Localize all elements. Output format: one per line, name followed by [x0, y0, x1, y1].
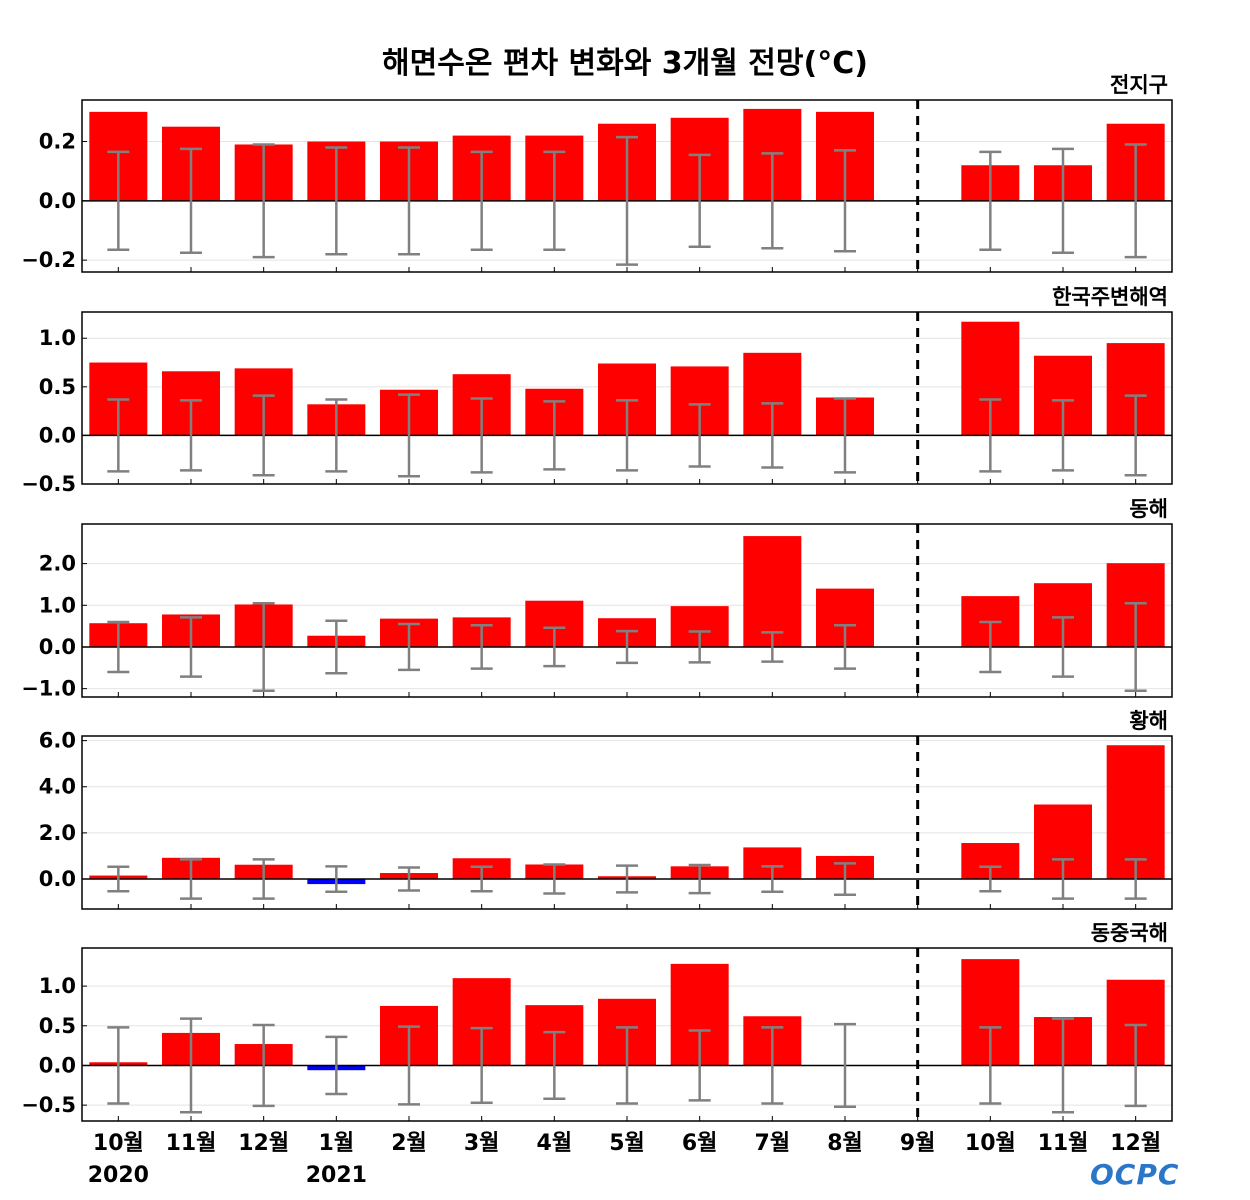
y-tick-label: 1.0 — [39, 974, 76, 998]
chart-title: 해면수온 편차 변화와 3개월 전망(°C) — [382, 46, 868, 81]
x-month-label: 10월 — [965, 1131, 1016, 1156]
y-tick-label: 0.0 — [39, 635, 76, 659]
panel-title: 전지구 — [1110, 73, 1168, 97]
y-tick-label: 6.0 — [39, 729, 76, 753]
y-tick-label: 0.5 — [39, 375, 76, 399]
y-tick-label: 2.0 — [39, 821, 76, 845]
x-month-label: 11월 — [166, 1131, 217, 1156]
panel-title: 한국주변해역 — [1052, 285, 1168, 309]
y-tick-label: −0.5 — [21, 1093, 76, 1117]
y-tick-label: 0.0 — [39, 189, 76, 213]
bar — [1106, 745, 1165, 880]
y-tick-label: 1.0 — [39, 593, 76, 617]
y-tick-label: 2.0 — [39, 552, 76, 576]
ocpc-logo: OCPC — [1090, 1158, 1180, 1191]
x-month-label: 6월 — [682, 1131, 718, 1156]
x-year-label: 2021 — [306, 1163, 367, 1188]
y-tick-label: 0.0 — [39, 1053, 76, 1077]
x-month-label: 10월 — [93, 1131, 144, 1156]
y-tick-label: −0.2 — [21, 248, 76, 272]
y-tick-label: −1.0 — [21, 677, 76, 701]
x-month-label: 1월 — [319, 1131, 355, 1156]
x-year-label: 2020 — [88, 1163, 149, 1188]
y-tick-label: 0.5 — [39, 1014, 76, 1038]
y-tick-label: 0.0 — [39, 867, 76, 891]
x-month-label: 9월 — [900, 1131, 936, 1156]
x-month-label: 5월 — [609, 1131, 645, 1156]
x-month-label: 12월 — [238, 1131, 289, 1156]
panel-title: 동해 — [1129, 497, 1168, 521]
panel-title: 동중국해 — [1091, 921, 1168, 945]
x-month-label: 8월 — [827, 1131, 863, 1156]
x-month-label: 4월 — [537, 1131, 573, 1156]
y-tick-label: 1.0 — [39, 326, 76, 350]
panel-title: 황해 — [1129, 709, 1168, 733]
x-month-label: 12월 — [1110, 1131, 1161, 1156]
x-month-label: 3월 — [464, 1131, 500, 1156]
x-month-label: 7월 — [755, 1131, 791, 1156]
y-tick-label: 0.2 — [39, 130, 76, 154]
bar — [743, 536, 802, 647]
x-month-label: 11월 — [1038, 1131, 1089, 1156]
y-tick-label: −0.5 — [21, 472, 76, 496]
y-tick-label: 4.0 — [39, 775, 76, 799]
y-tick-label: 0.0 — [39, 423, 76, 447]
x-month-label: 2월 — [391, 1131, 427, 1156]
